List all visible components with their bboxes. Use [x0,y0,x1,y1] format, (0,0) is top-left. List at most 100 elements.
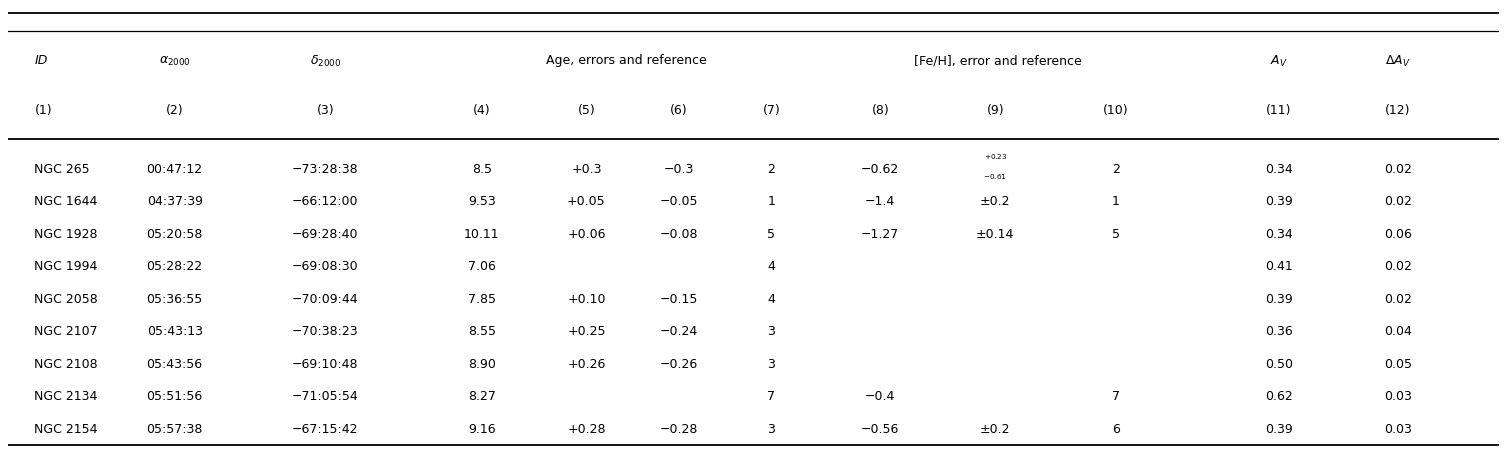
Text: +0.06: +0.06 [567,228,606,240]
Text: −0.24: −0.24 [660,324,698,338]
Text: 0.41: 0.41 [1264,260,1293,273]
Text: (12): (12) [1385,104,1411,117]
Text: 04:37:39: 04:37:39 [146,195,202,208]
Text: 0.34: 0.34 [1264,162,1293,176]
Text: 3: 3 [767,324,775,338]
Text: +0.3: +0.3 [571,162,601,176]
Text: NGC 2154: NGC 2154 [35,422,98,435]
Text: NGC 1644: NGC 1644 [35,195,98,208]
Text: 0.39: 0.39 [1264,292,1293,305]
Text: 05:51:56: 05:51:56 [146,389,203,403]
Text: −69:10:48: −69:10:48 [292,357,359,370]
Text: 7: 7 [767,389,776,403]
Text: 00:47:12: 00:47:12 [146,162,203,176]
Text: NGC 1994: NGC 1994 [35,260,98,273]
Text: 4: 4 [767,292,775,305]
Text: −0.3: −0.3 [663,162,695,176]
Text: −0.15: −0.15 [660,292,698,305]
Text: 6: 6 [1112,422,1120,435]
Text: (7): (7) [763,104,781,117]
Text: 9.53: 9.53 [469,195,496,208]
Text: 3: 3 [767,357,775,370]
Text: −0.62: −0.62 [860,162,900,176]
Text: +0.26: +0.26 [567,357,606,370]
Text: ±0.2: ±0.2 [980,195,1010,208]
Text: 0.39: 0.39 [1264,195,1293,208]
Text: 7.06: 7.06 [469,260,496,273]
Text: 3: 3 [767,422,775,435]
Text: $\delta_{2000}$: $\delta_{2000}$ [309,53,341,68]
Text: −71:05:54: −71:05:54 [292,389,359,403]
Text: −66:12:00: −66:12:00 [292,195,359,208]
Text: (3): (3) [316,104,335,117]
Text: NGC 2107: NGC 2107 [35,324,98,338]
Text: (6): (6) [671,104,687,117]
Text: (1): (1) [35,104,53,117]
Text: +0.05: +0.05 [567,195,606,208]
Text: (4): (4) [473,104,491,117]
Text: 0.05: 0.05 [1383,357,1412,370]
Text: 7: 7 [1112,389,1120,403]
Text: (11): (11) [1266,104,1291,117]
Text: −69:28:40: −69:28:40 [292,228,359,240]
Text: 9.16: 9.16 [469,422,496,435]
Text: 05:43:13: 05:43:13 [146,324,202,338]
Text: $\alpha_{2000}$: $\alpha_{2000}$ [158,54,190,67]
Text: NGC 1928: NGC 1928 [35,228,98,240]
Text: 0.62: 0.62 [1264,389,1293,403]
Text: −0.28: −0.28 [660,422,698,435]
Text: −73:28:38: −73:28:38 [292,162,359,176]
Text: +0.10: +0.10 [567,292,606,305]
Text: 1: 1 [1112,195,1120,208]
Text: 05:28:22: 05:28:22 [146,260,203,273]
Text: −0.4: −0.4 [865,389,895,403]
Text: (5): (5) [577,104,595,117]
Text: 0.02: 0.02 [1383,260,1412,273]
Text: 8.5: 8.5 [472,162,491,176]
Text: NGC 2108: NGC 2108 [35,357,98,370]
Text: 8.27: 8.27 [469,389,496,403]
Text: $_{-0.61}$: $_{-0.61}$ [984,172,1007,182]
Text: (10): (10) [1103,104,1129,117]
Text: 0.02: 0.02 [1383,162,1412,176]
Text: 5: 5 [767,228,776,240]
Text: −0.56: −0.56 [860,422,900,435]
Text: 0.04: 0.04 [1383,324,1412,338]
Text: (9): (9) [987,104,1004,117]
Text: $A_V$: $A_V$ [1270,53,1287,68]
Text: −0.08: −0.08 [660,228,698,240]
Text: 0.34: 0.34 [1264,228,1293,240]
Text: −69:08:30: −69:08:30 [292,260,359,273]
Text: −1.27: −1.27 [860,228,900,240]
Text: 8.90: 8.90 [469,357,496,370]
Text: 0.03: 0.03 [1383,389,1412,403]
Text: $^{+0.23}$: $^{+0.23}$ [984,154,1007,164]
Text: ID: ID [35,54,48,67]
Text: 05:43:56: 05:43:56 [146,357,203,370]
Text: 8.55: 8.55 [469,324,496,338]
Text: −70:09:44: −70:09:44 [292,292,359,305]
Text: 4: 4 [767,260,775,273]
Text: 05:57:38: 05:57:38 [146,422,203,435]
Text: 5: 5 [1112,228,1120,240]
Text: [Fe/H], error and reference: [Fe/H], error and reference [915,54,1082,67]
Text: 0.02: 0.02 [1383,195,1412,208]
Text: 0.50: 0.50 [1264,357,1293,370]
Text: 05:36:55: 05:36:55 [146,292,203,305]
Text: ±0.2: ±0.2 [980,422,1010,435]
Text: 0.02: 0.02 [1383,292,1412,305]
Text: 0.36: 0.36 [1264,324,1293,338]
Text: NGC 265: NGC 265 [35,162,90,176]
Text: +0.25: +0.25 [567,324,606,338]
Text: −67:15:42: −67:15:42 [292,422,359,435]
Text: 0.39: 0.39 [1264,422,1293,435]
Text: 7.85: 7.85 [469,292,496,305]
Text: 2: 2 [767,162,775,176]
Text: −1.4: −1.4 [865,195,895,208]
Text: NGC 2058: NGC 2058 [35,292,98,305]
Text: 2: 2 [1112,162,1120,176]
Text: ±0.14: ±0.14 [977,228,1014,240]
Text: $\Delta A_V$: $\Delta A_V$ [1385,53,1411,68]
Text: 0.03: 0.03 [1383,422,1412,435]
Text: −70:38:23: −70:38:23 [292,324,359,338]
